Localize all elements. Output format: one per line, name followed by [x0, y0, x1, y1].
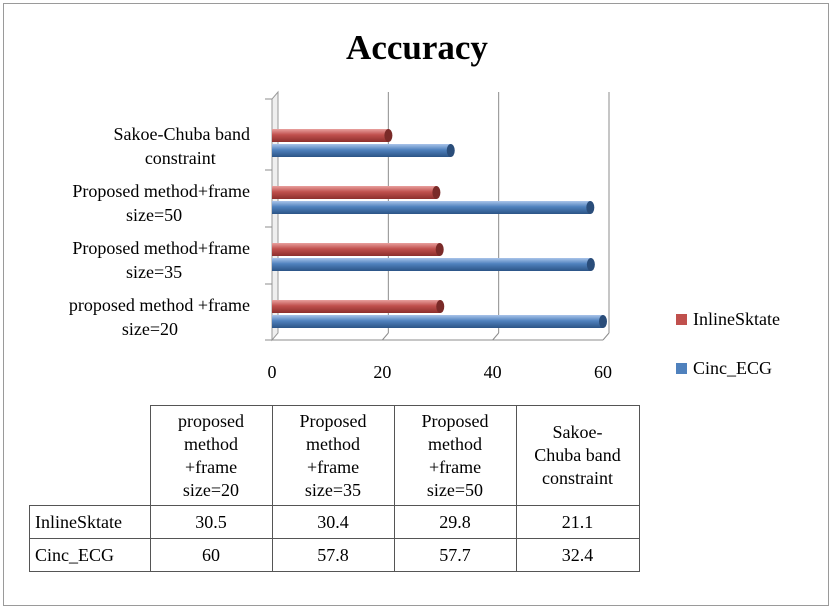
- table-cell: 30.4: [271, 505, 395, 539]
- bar-end-cap: [446, 144, 455, 157]
- bar-face: [272, 186, 437, 199]
- x-tick-label: 0: [268, 362, 277, 382]
- table-row-label: Cinc_ECG: [29, 538, 151, 572]
- bar-end-cap: [384, 129, 393, 142]
- table-cell: 29.8: [393, 505, 517, 539]
- table-cell: 32.4: [515, 538, 640, 572]
- bar-end-cap: [435, 243, 444, 256]
- legend-label-cinc-ecg: Cinc_ECG: [693, 357, 772, 378]
- header-line: +frame: [184, 456, 238, 477]
- legend-item-inlinesktate: InlineSktate: [676, 308, 780, 330]
- table-header-row: proposed method +frame size=20 Proposed …: [29, 405, 640, 506]
- data-table: proposed method +frame size=20 Proposed …: [29, 405, 640, 572]
- gridline-depth: [602, 332, 610, 341]
- table-row-label: InlineSktate: [29, 505, 151, 539]
- bar-face: [272, 300, 441, 313]
- bar-cinc-ecg: [272, 144, 455, 157]
- bar-end-cap: [599, 315, 607, 328]
- header-line: method: [428, 433, 482, 454]
- x-axis-ticks: 0 20 40 60: [268, 362, 613, 382]
- bar-inlinesktate: [272, 243, 444, 256]
- header-line: Sakoe-: [552, 422, 603, 442]
- category-label: proposed method +frame: [69, 295, 250, 315]
- header-line: Proposed: [421, 410, 489, 431]
- header-line: +frame: [428, 456, 482, 477]
- x-tick-label: 60: [594, 362, 612, 382]
- bar-face: [272, 258, 591, 271]
- category-label: Proposed method+frame: [72, 181, 250, 201]
- header-line: +frame: [306, 456, 360, 477]
- header-line: Proposed: [299, 410, 367, 431]
- legend-item-cinc-ecg: Cinc_ECG: [676, 357, 780, 379]
- category-label: size=35: [126, 262, 182, 282]
- gridline-depth: [492, 332, 500, 341]
- table-cell: 60: [149, 538, 273, 572]
- header-line: method: [306, 433, 360, 454]
- legend-label-inlinesktate: InlineSktate: [693, 308, 780, 329]
- bar-inlinesktate: [272, 186, 441, 199]
- category-labels: proposed method +frame size=20 Proposed me…: [69, 124, 250, 339]
- table-cell: 30.5: [149, 505, 273, 539]
- bar-cinc-ecg: [272, 315, 607, 328]
- bar-face: [272, 201, 591, 214]
- bar-end-cap: [436, 300, 445, 313]
- table-header-cell: Proposed method +frame size=50: [393, 405, 517, 506]
- table-cell: 21.1: [515, 505, 640, 539]
- x-tick-label: 20: [373, 362, 391, 382]
- gridline-depth: [381, 332, 389, 341]
- table-header-cell: Sakoe- Chuba band constraint: [515, 405, 640, 506]
- category-label: size=50: [126, 205, 182, 225]
- table-corner: [29, 405, 151, 506]
- bar-face: [272, 243, 440, 256]
- category-label: size=20: [122, 319, 178, 339]
- table-cell: 57.7: [393, 538, 517, 572]
- header-line: method: [184, 433, 238, 454]
- bar-face: [272, 144, 451, 157]
- header-line: size=20: [182, 479, 240, 500]
- category-label: Sakoe-Chuba band: [114, 124, 250, 144]
- header-line: proposed: [178, 410, 244, 431]
- legend-swatch-inlinesktate: [676, 313, 687, 325]
- legend: InlineSktate Cinc_ECG: [676, 308, 780, 406]
- bar-inlinesktate: [272, 300, 445, 313]
- chart-title: Accuracy: [346, 28, 488, 67]
- header-line: size=50: [426, 479, 484, 500]
- category-label: constraint: [145, 148, 216, 168]
- table-row: InlineSktate 30.5 30.4 29.8 21.1: [29, 505, 640, 539]
- header-line: size=35: [304, 479, 362, 500]
- x-tick-label: 40: [484, 362, 502, 382]
- bar-end-cap: [586, 201, 595, 214]
- bar-end-cap: [586, 258, 595, 271]
- table-header-cell: Proposed method +frame size=35: [271, 405, 395, 506]
- bar-end-cap: [432, 186, 441, 199]
- legend-swatch-cinc-ecg: [676, 362, 687, 374]
- bar-inlinesktate: [272, 129, 393, 142]
- category-label: Proposed method+frame: [72, 238, 250, 258]
- header-line: Chuba band: [534, 445, 621, 465]
- table-header-cell: proposed method +frame size=20: [149, 405, 273, 506]
- bar-cinc-ecg: [272, 258, 595, 271]
- bar-cinc-ecg: [272, 201, 595, 214]
- header-line: constraint: [542, 468, 613, 488]
- bar-chart: proposed method +frame size=20 Proposed me…: [69, 90, 613, 382]
- table-row: Cinc_ECG 60 57.8 57.7 32.4: [29, 538, 640, 572]
- table-cell: 57.8: [271, 538, 395, 572]
- bar-face: [272, 315, 603, 328]
- chart-frame: [3, 3, 829, 606]
- bar-face: [272, 129, 389, 142]
- bars: [272, 129, 607, 328]
